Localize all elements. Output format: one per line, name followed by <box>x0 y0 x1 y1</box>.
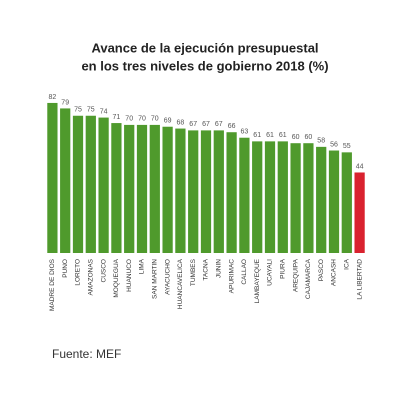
value-label: 68 <box>177 119 185 126</box>
x-tick-label: PIURA <box>280 258 287 279</box>
x-tick-label: MADRE DE DIOS <box>49 258 56 311</box>
x-tick-label: PASCO <box>318 259 325 281</box>
bar <box>149 124 160 254</box>
bar <box>213 130 224 253</box>
x-tick-label: HUANCAVELICA <box>177 258 184 309</box>
chart-title: Avance de la ejecución presupuestal <box>91 40 318 55</box>
x-tick-label: AREQUIPA <box>292 258 299 292</box>
bar <box>136 124 148 254</box>
value-label: 79 <box>61 99 69 106</box>
x-tick-label: LA LIBERTAD <box>356 259 363 300</box>
x-tick-label: TACNA <box>203 258 210 280</box>
bar <box>98 117 109 253</box>
x-tick-label: CALLAO <box>241 259 248 285</box>
x-tick-label: HUANUCO <box>126 259 133 292</box>
x-tick-label: UCAYALI <box>267 259 274 286</box>
bar <box>124 124 135 254</box>
value-label: 63 <box>241 129 249 136</box>
bar <box>303 143 314 253</box>
bar <box>162 126 173 253</box>
x-tick-label: TUMBES <box>190 258 197 286</box>
value-label: 67 <box>202 121 210 128</box>
x-tick-label: AMAZONAS <box>88 258 95 295</box>
value-label: 70 <box>125 116 133 123</box>
value-label: 66 <box>228 123 236 130</box>
bar <box>290 143 301 253</box>
value-label: 70 <box>138 116 146 123</box>
x-tick-label: LORETO <box>75 259 82 286</box>
bar <box>60 108 71 254</box>
value-label: 60 <box>292 134 300 141</box>
value-label: 75 <box>87 107 95 114</box>
value-label: 55 <box>343 143 351 150</box>
value-label: 61 <box>266 132 274 139</box>
bar <box>252 141 263 253</box>
value-label: 75 <box>74 107 82 114</box>
value-label: 56 <box>330 141 338 148</box>
x-tick-label: AYACUCHO <box>164 259 171 295</box>
x-tick-label: CAJAMARCA <box>305 258 312 299</box>
bar <box>328 150 340 253</box>
bar <box>72 115 84 253</box>
source: Fuente: MEF <box>52 347 121 361</box>
x-tick-label: MOQUEGUA <box>113 258 120 297</box>
x-tick-label: PUNO <box>62 259 69 278</box>
x-tick-label: CUSCO <box>100 259 107 282</box>
x-tick-label: LAMBAYEQUE <box>254 258 261 303</box>
value-label: 74 <box>100 108 108 115</box>
bar <box>316 146 327 253</box>
bar <box>226 132 237 253</box>
x-tick-label: ICA <box>344 258 351 270</box>
x-tick-label: SAN MARTIN <box>152 259 159 299</box>
x-tick-label: APURIMAC <box>228 259 235 294</box>
value-label: 60 <box>305 134 313 141</box>
chart-title: en los tres niveles de gobierno 2018 (%) <box>81 58 328 73</box>
bar <box>354 172 365 253</box>
bar <box>188 130 199 253</box>
value-label: 61 <box>279 132 287 139</box>
value-label: 61 <box>253 132 261 139</box>
bar <box>277 141 288 253</box>
value-label: 82 <box>49 94 57 101</box>
x-tick-label: ANCASH <box>331 259 338 286</box>
x-tick-label: JUNIN <box>216 259 223 278</box>
value-label: 44 <box>356 163 364 170</box>
bar <box>264 141 276 253</box>
bar <box>47 102 58 253</box>
bar <box>85 115 96 253</box>
value-label: 71 <box>113 114 121 121</box>
value-label: 58 <box>317 138 325 145</box>
value-label: 67 <box>215 121 223 128</box>
bar <box>175 128 186 253</box>
bar <box>200 130 212 253</box>
bar <box>239 137 250 253</box>
value-label: 70 <box>151 116 159 123</box>
bar <box>341 152 352 253</box>
bar <box>111 123 122 253</box>
x-tick-label: LIMA <box>139 258 146 274</box>
value-label: 69 <box>164 118 172 125</box>
value-label: 67 <box>189 121 197 128</box>
